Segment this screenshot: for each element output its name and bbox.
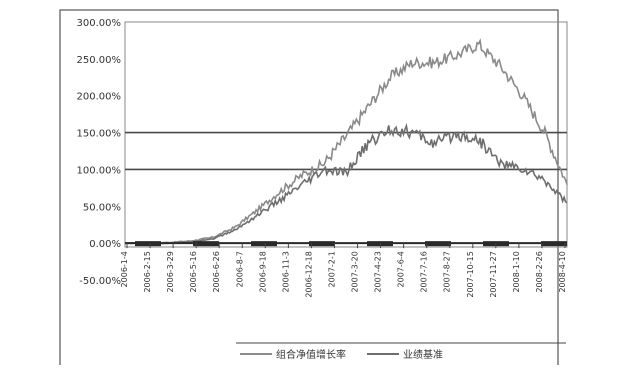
baseline-segment bbox=[367, 241, 393, 247]
y-tick-label: 250.00% bbox=[77, 55, 122, 66]
baseline-segment bbox=[251, 241, 277, 247]
x-tick-label: 2008-2-26 bbox=[535, 251, 544, 292]
legend: 组合净值增长率 业绩基准 bbox=[236, 342, 566, 361]
y-axis: 300.00% 250.00% 200.00% 150.00% 100.00% 50.00… bbox=[77, 18, 122, 287]
x-tick-label: 2007-3-20 bbox=[351, 251, 360, 292]
x-tick-label: 2006-9-18 bbox=[258, 251, 267, 292]
x-tick-label: 2006-6-26 bbox=[212, 251, 221, 292]
y-tick-label: -50.00% bbox=[79, 276, 121, 287]
legend-label: 组合净值增长率 bbox=[276, 348, 346, 361]
y-tick-label: 150.00% bbox=[77, 129, 122, 140]
x-tick-label: 2006-5-16 bbox=[189, 251, 198, 292]
y-tick-label: 300.00% bbox=[77, 18, 122, 29]
x-tick-label: 2008-4-10 bbox=[558, 251, 567, 292]
x-tick-label: 2006-3-29 bbox=[166, 251, 175, 292]
legend-label: 业绩基准 bbox=[403, 348, 443, 361]
x-tick-label: 2008-1-10 bbox=[512, 251, 521, 292]
series-lines bbox=[124, 38, 568, 245]
series-line bbox=[124, 122, 568, 245]
chart-frame bbox=[59, 9, 559, 369]
x-tick-label: 2006-1-4 bbox=[120, 251, 129, 287]
x-tick-label: 2006-12-18 bbox=[304, 251, 313, 298]
x-tick-label: 2007-10-15 bbox=[466, 251, 475, 298]
baseline-segment bbox=[541, 241, 567, 247]
baseline-segment bbox=[309, 241, 335, 247]
baseline-segment bbox=[193, 241, 219, 247]
x-tick-label: 2007-7-16 bbox=[420, 251, 429, 292]
x-tick-label: 2007-6-4 bbox=[397, 251, 406, 287]
x-tick-label: 2006-11-3 bbox=[281, 251, 290, 292]
y-tick-label: 200.00% bbox=[77, 92, 122, 103]
plot-area-border bbox=[124, 21, 568, 248]
y-tick-label: 100.00% bbox=[77, 165, 122, 176]
x-tick-label: 2007-2-1 bbox=[327, 251, 336, 287]
y-tick-label: 50.00% bbox=[83, 202, 121, 213]
x-tick-label: 2007-4-23 bbox=[374, 251, 383, 292]
baseline-segment bbox=[425, 241, 451, 247]
x-tick-label: 2007-11-27 bbox=[489, 251, 498, 298]
x-axis: 2006-1-4 2006-2-15 2006-3-29 2006-5-16 2006-… bbox=[120, 243, 567, 298]
y-tick-label: 0.00% bbox=[89, 239, 121, 250]
series-line bbox=[124, 38, 568, 245]
baseline-segment bbox=[135, 241, 161, 247]
x-tick-label: 2007-8-27 bbox=[443, 251, 452, 292]
x-tick-label: 2006-8-7 bbox=[235, 251, 244, 287]
x-tick-label: 2006-2-15 bbox=[143, 251, 152, 292]
reference-lines bbox=[125, 131, 567, 171]
